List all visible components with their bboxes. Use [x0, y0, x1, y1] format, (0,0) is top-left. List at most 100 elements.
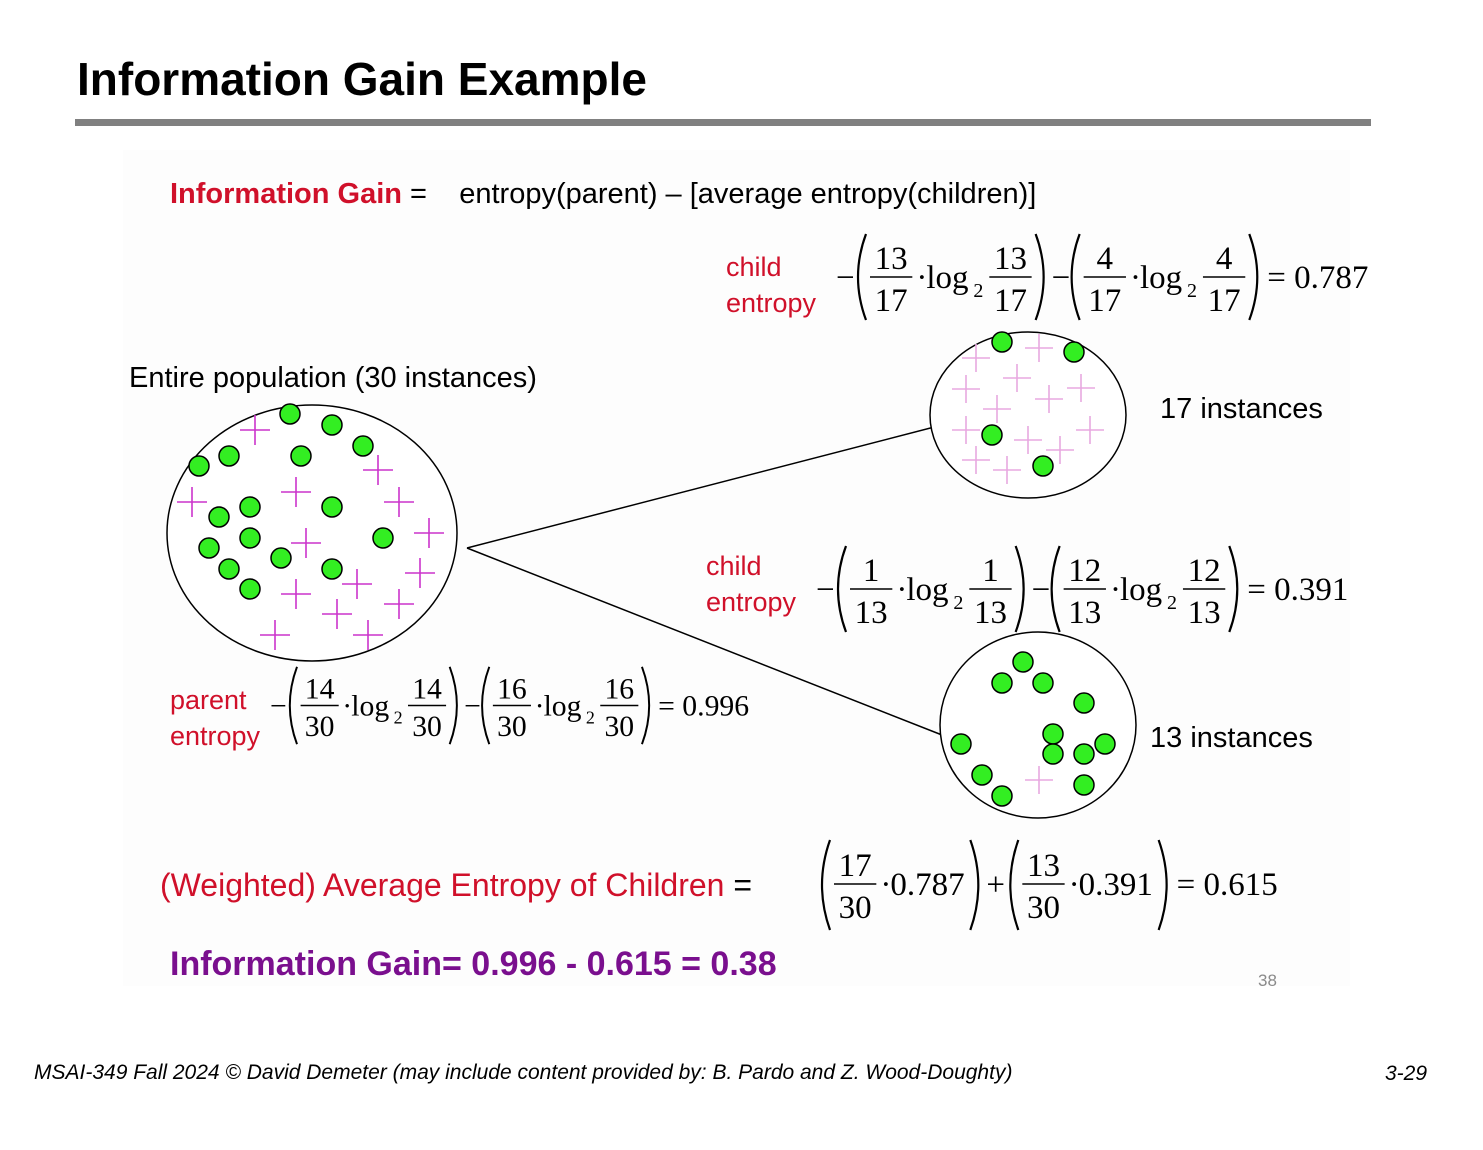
svg-text:·: · — [1110, 572, 1121, 608]
green-dot — [218, 558, 240, 580]
green-dot — [218, 445, 240, 467]
plus-mark — [291, 528, 321, 558]
svg-text:12: 12 — [1188, 553, 1221, 589]
svg-text:30: 30 — [497, 711, 527, 743]
green-dot — [270, 547, 292, 569]
green-dot — [1032, 672, 1054, 694]
svg-text:1: 1 — [982, 553, 999, 589]
green-dot — [321, 496, 343, 518]
plus-mark — [260, 620, 290, 650]
green-dot — [1012, 651, 1034, 673]
svg-text:17: 17 — [1088, 283, 1121, 319]
definition-rhs: entropy(parent) – [average entropy(child… — [459, 178, 1037, 210]
bottom-child-green-dots — [950, 651, 1116, 807]
bottom-child-caption: 13 instances — [1150, 722, 1313, 754]
branch-line-top — [466, 424, 943, 549]
plus-mark — [363, 455, 393, 485]
svg-text:·: · — [535, 690, 545, 722]
green-dot — [290, 445, 312, 467]
plus-mark — [405, 558, 435, 588]
parent-entropy-label: parent entropy — [170, 685, 261, 751]
plus-mark — [952, 375, 980, 403]
definition-term: Information Gain — [170, 178, 402, 210]
svg-text:·: · — [916, 260, 927, 296]
svg-text:17: 17 — [994, 283, 1027, 319]
plus-mark — [1046, 436, 1074, 464]
top-child-caption: 17 instances — [1160, 393, 1323, 425]
svg-text:log: log — [1120, 572, 1162, 608]
svg-text:+: + — [986, 867, 1005, 903]
green-dot — [198, 537, 220, 559]
svg-text:·: · — [896, 572, 907, 608]
green-dot — [1073, 692, 1095, 714]
svg-text:13: 13 — [875, 241, 908, 277]
svg-text:12: 12 — [1068, 553, 1101, 589]
svg-text:= 0.391: = 0.391 — [1247, 572, 1348, 608]
final-information-gain: Information Gain= 0.996 - 0.615 = 0.38 — [170, 945, 777, 983]
plus-mark — [281, 477, 311, 507]
svg-text:log: log — [1140, 260, 1182, 296]
green-dot — [991, 672, 1013, 694]
green-dot — [1042, 743, 1064, 765]
plus-mark — [1025, 334, 1053, 362]
green-dot — [1042, 723, 1064, 745]
svg-text:2: 2 — [973, 280, 983, 302]
svg-text:·: · — [880, 867, 891, 903]
svg-text:1: 1 — [863, 553, 880, 589]
svg-text:2: 2 — [586, 708, 595, 728]
plus-mark — [177, 487, 207, 517]
svg-text:30: 30 — [305, 711, 335, 743]
svg-text:13: 13 — [974, 595, 1007, 631]
bottom-child-circle — [939, 631, 1137, 819]
green-dot — [991, 331, 1013, 353]
plus-mark — [414, 518, 444, 548]
green-dot — [239, 578, 261, 600]
information-gain-definition: Information Gain = entropy(parent) – [av… — [170, 178, 1036, 211]
svg-text:17: 17 — [875, 283, 908, 319]
svg-text:14: 14 — [412, 673, 442, 705]
svg-text:13: 13 — [855, 595, 888, 631]
page-number: 3-29 — [1385, 1062, 1428, 1085]
branch-line-bottom — [466, 547, 943, 736]
svg-text:14: 14 — [305, 673, 335, 705]
plus-mark — [1067, 374, 1095, 402]
plus-mark — [983, 395, 1011, 423]
bottom-child-plus-marks — [1025, 766, 1053, 794]
svg-text:30: 30 — [839, 890, 872, 926]
svg-text:−: − — [1052, 260, 1071, 296]
svg-text:−: − — [816, 572, 835, 608]
svg-text:2: 2 — [1187, 280, 1197, 302]
green-dot — [971, 764, 993, 786]
svg-text:log: log — [906, 572, 948, 608]
green-dot — [991, 785, 1013, 807]
green-dot — [239, 527, 261, 549]
svg-text:−: − — [270, 690, 287, 722]
svg-text:·: · — [342, 690, 352, 722]
green-dot — [1094, 733, 1116, 755]
plus-mark — [1025, 766, 1053, 794]
parent-plus-marks — [177, 415, 444, 650]
svg-text:16: 16 — [497, 673, 527, 705]
plus-mark — [342, 569, 372, 599]
green-dot — [1063, 341, 1085, 363]
green-dot — [352, 435, 374, 457]
svg-text:4: 4 — [1097, 241, 1114, 277]
svg-text:= 0.787: = 0.787 — [1267, 260, 1368, 296]
svg-text:16: 16 — [604, 673, 634, 705]
green-dot — [950, 733, 972, 755]
svg-text:0.787: 0.787 — [890, 867, 964, 903]
svg-text:log: log — [544, 690, 582, 722]
green-dot — [1073, 774, 1095, 796]
top-child-circle — [929, 331, 1127, 499]
svg-text:log: log — [926, 260, 968, 296]
green-dot — [372, 527, 394, 549]
parent-population-circle — [166, 404, 458, 662]
definition-equals: = — [402, 178, 427, 210]
svg-text:4: 4 — [1216, 241, 1233, 277]
plus-mark — [962, 344, 990, 372]
green-dot — [1073, 743, 1095, 765]
